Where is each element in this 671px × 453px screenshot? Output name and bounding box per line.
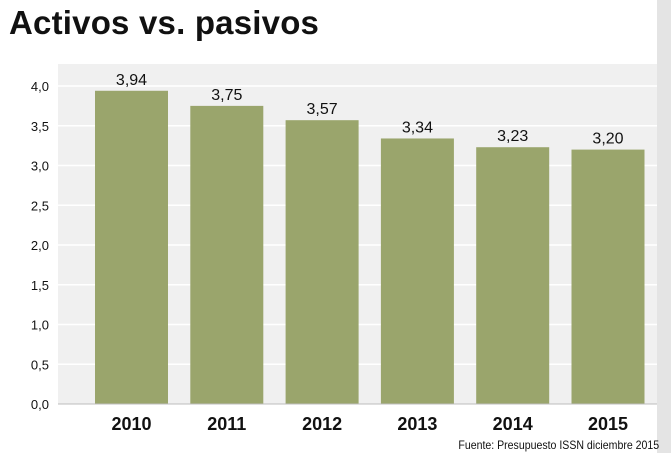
x-category-label: 2012 <box>302 414 342 434</box>
value-label: 3,34 <box>402 119 433 136</box>
y-tick-label: 2,5 <box>31 198 49 213</box>
x-category-label: 2011 <box>207 414 246 434</box>
x-category-label: 2014 <box>493 414 533 434</box>
x-axis-categories: 2010 2011 2012 2013 2014 2015 <box>111 414 628 434</box>
bar-2015 <box>571 149 645 404</box>
source-note: Fuente: Presupuesto ISSN diciembre 2015 <box>458 438 659 452</box>
y-tick-label: 3,5 <box>31 119 49 134</box>
y-tick-label: 0,5 <box>31 357 49 372</box>
value-label: 3,20 <box>592 131 623 148</box>
x-category-label: 2013 <box>397 414 437 434</box>
bar-2012 <box>285 120 359 404</box>
y-tick-label: 3,0 <box>31 159 49 174</box>
bar-2011 <box>190 105 264 404</box>
y-tick-label: 2,0 <box>31 238 49 253</box>
bar-2013 <box>380 138 454 404</box>
y-tick-label: 1,5 <box>31 278 49 293</box>
value-label: 3,23 <box>497 128 528 145</box>
bar-2014 <box>476 147 550 404</box>
y-axis-ticks: 0,0 0,5 1,0 1,5 2,0 2,5 3,0 3,5 4,0 <box>31 79 49 412</box>
value-label: 3,75 <box>211 87 242 104</box>
bar-2010 <box>95 90 168 405</box>
x-category-label: 2015 <box>588 414 628 434</box>
y-tick-label: 1,0 <box>31 318 49 333</box>
value-label: 3,57 <box>307 101 338 118</box>
y-tick-label: 4,0 <box>31 79 49 94</box>
x-category-label: 2010 <box>111 414 151 434</box>
value-labels: 3,94 3,75 3,57 3,34 3,23 3,20 <box>116 72 624 148</box>
bars <box>95 90 645 405</box>
value-label: 3,94 <box>116 72 147 89</box>
chart-title: Activos vs. pasivos <box>9 4 320 41</box>
y-tick-label: 0,0 <box>31 397 49 412</box>
right-edge-strip <box>657 0 671 453</box>
